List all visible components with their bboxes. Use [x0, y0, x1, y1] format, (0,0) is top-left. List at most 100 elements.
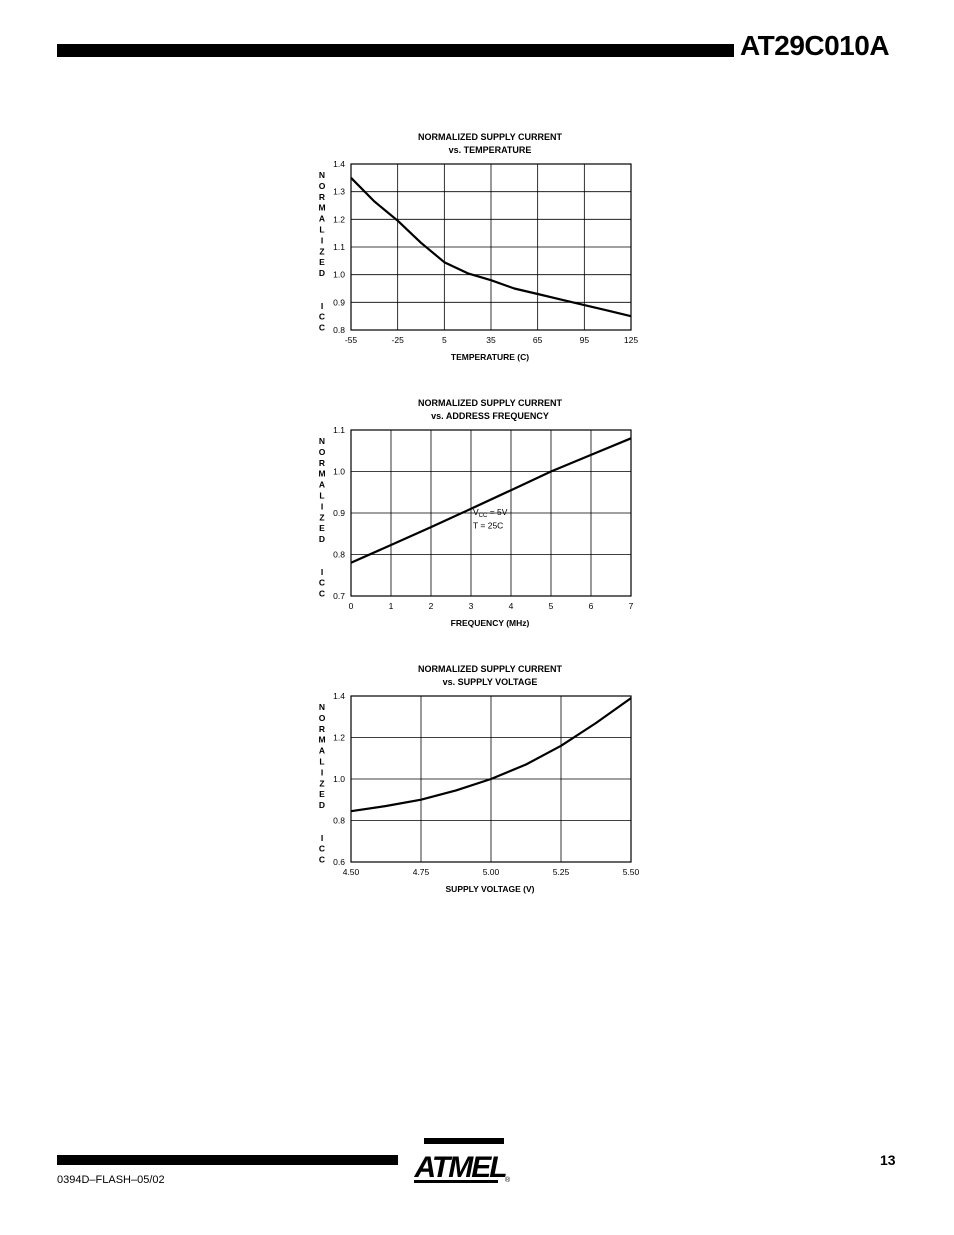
y-tick-label: 0.8: [333, 550, 345, 560]
chart-voltage: NORMALIZED SUPPLY CURRENT vs. SUPPLY VOLT…: [300, 658, 660, 908]
y-axis-letter: L: [319, 225, 324, 235]
x-tick-label: 65: [533, 335, 543, 345]
x-tick-label: 7: [629, 601, 634, 611]
y-axis-letter: D: [319, 268, 325, 278]
y-axis-letter: N: [319, 436, 325, 446]
x-axis-label: FREQUENCY (MHz): [451, 618, 530, 628]
y-axis-letter: N: [319, 702, 325, 712]
series-line: [350, 437, 632, 564]
y-axis-letter: E: [319, 257, 325, 267]
x-tick-label: 5.00: [483, 867, 500, 877]
y-tick-label: 1.3: [333, 187, 345, 197]
chart-title: NORMALIZED SUPPLY CURRENT: [418, 398, 563, 408]
chart-title: NORMALIZED SUPPLY CURRENT: [418, 664, 563, 674]
y-axis-letter: C: [319, 578, 325, 588]
x-tick-label: 5: [442, 335, 447, 345]
x-tick-label: 125: [624, 335, 638, 345]
y-tick-label: 0.8: [333, 325, 345, 335]
x-tick-label: 6: [589, 601, 594, 611]
y-axis-letter: M: [318, 735, 325, 745]
y-tick-label: 0.9: [333, 508, 345, 518]
x-tick-label: 0: [349, 601, 354, 611]
y-axis-letter: C: [319, 323, 325, 333]
y-axis-letter: C: [319, 855, 325, 865]
y-tick-label: 0.9: [333, 297, 345, 307]
series-line: [350, 177, 632, 318]
header-bar: [57, 44, 734, 57]
x-tick-label: 3: [469, 601, 474, 611]
y-axis-letter: A: [319, 480, 325, 490]
chart-svg: NORMALIZED SUPPLY CURRENT vs. ADDRESS FRE…: [318, 398, 634, 628]
y-axis-letter: C: [319, 589, 325, 599]
page-title: AT29C010A: [740, 30, 890, 61]
x-tick-label: 2: [429, 601, 434, 611]
y-tick-label: 1.0: [333, 774, 345, 784]
x-tick-label: 4.50: [343, 867, 360, 877]
y-axis-letter: A: [319, 214, 325, 224]
y-axis-letter: Z: [319, 246, 324, 256]
y-axis-letter: O: [319, 181, 326, 191]
logo-registered: ®: [505, 1176, 511, 1184]
chart-subtitle: vs. SUPPLY VOLTAGE: [443, 677, 538, 687]
x-tick-label: 4.75: [413, 867, 430, 877]
plot-frame: [350, 163, 632, 331]
y-axis-letter: I: [321, 301, 323, 311]
chart-subtitle: vs. ADDRESS FREQUENCY: [431, 411, 549, 421]
plot-frame: [350, 695, 632, 863]
y-tick-label: 1.1: [333, 242, 345, 252]
x-tick-label: 5.25: [553, 867, 570, 877]
y-axis-letter: O: [319, 713, 326, 723]
chart-temperature: NORMALIZED SUPPLY CURRENT vs. TEMPERATURE…: [300, 126, 660, 376]
chart-svg: NORMALIZED SUPPLY CURRENT vs. SUPPLY VOLT…: [318, 664, 640, 894]
y-axis-letter: E: [319, 523, 325, 533]
x-tick-label: 4: [509, 601, 514, 611]
y-axis-letter: R: [319, 458, 325, 468]
plot-frame: [350, 429, 632, 597]
y-tick-label: 1.4: [333, 691, 345, 701]
y-axis-letter: I: [321, 501, 323, 511]
y-tick-label: 1.4: [333, 159, 345, 169]
x-tick-label: 95: [580, 335, 590, 345]
x-tick-label: 5: [549, 601, 554, 611]
y-axis-letter: M: [318, 469, 325, 479]
document-code: 0394D–FLASH–05/02: [57, 1174, 165, 1186]
annotation-temp: T = 25C: [473, 520, 503, 530]
y-axis-letter: O: [319, 447, 326, 457]
y-axis-letter: D: [319, 534, 325, 544]
y-axis-letter: Z: [319, 512, 324, 522]
y-tick-label: 1.2: [333, 214, 345, 224]
chart-title: NORMALIZED SUPPLY CURRENT: [418, 132, 563, 142]
y-tick-label: 0.7: [333, 591, 345, 601]
series-line: [350, 697, 632, 813]
chart-subtitle: vs. TEMPERATURE: [449, 145, 532, 155]
logo-text: ATMEL: [413, 1151, 506, 1184]
y-tick-label: 0.6: [333, 857, 345, 867]
y-tick-label: 1.0: [333, 270, 345, 280]
y-tick-label: 1.0: [333, 467, 345, 477]
x-tick-label: 5.50: [623, 867, 640, 877]
y-tick-label: 0.8: [333, 816, 345, 826]
y-axis-letter: L: [319, 491, 324, 501]
chart-svg: NORMALIZED SUPPLY CURRENT vs. TEMPERATURE…: [318, 132, 638, 362]
y-axis-letter: D: [319, 800, 325, 810]
annotation-vcc: VCC = 5V: [473, 507, 508, 519]
y-axis-letter: M: [318, 203, 325, 213]
x-tick-label: 35: [486, 335, 496, 345]
footer-bar: [57, 1155, 398, 1165]
y-tick-label: 1.1: [333, 425, 345, 435]
y-axis-letter: L: [319, 757, 324, 767]
y-axis-letter: R: [319, 192, 325, 202]
y-axis-letter: I: [321, 567, 323, 577]
y-axis-letter: I: [321, 767, 323, 777]
y-axis-letter: I: [321, 833, 323, 843]
x-axis-label: SUPPLY VOLTAGE (V): [446, 884, 535, 894]
y-axis-letter: A: [319, 746, 325, 756]
y-axis-letter: R: [319, 724, 325, 734]
x-tick-label: -25: [392, 335, 405, 345]
y-axis-letter: E: [319, 789, 325, 799]
x-tick-label: -55: [345, 335, 358, 345]
y-axis-letter: N: [319, 170, 325, 180]
x-tick-label: 1: [389, 601, 394, 611]
y-axis-letter: I: [321, 235, 323, 245]
